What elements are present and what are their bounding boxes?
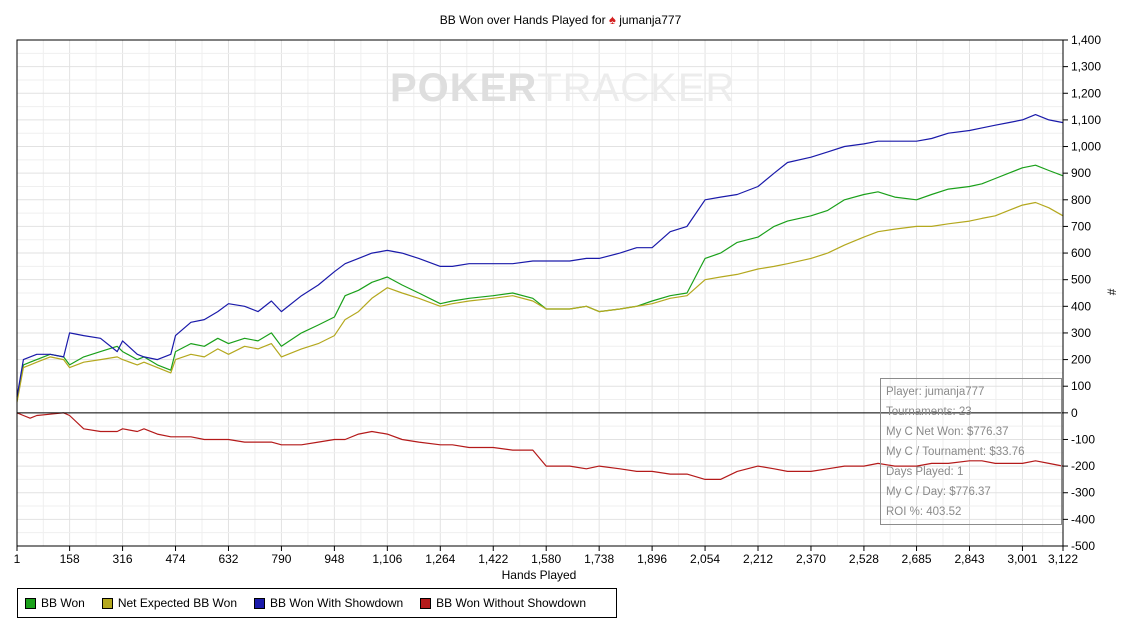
legend-item-without-showdown[interactable]: BB Won Without Showdown — [420, 596, 586, 610]
stat-player: Player: jumanja777 — [886, 386, 985, 398]
y-tick-label: -500 — [1071, 539, 1095, 553]
legend-label: BB Won With Showdown — [270, 596, 404, 610]
legend-item-bb-won[interactable]: BB Won — [25, 596, 85, 610]
legend-swatch — [25, 597, 36, 609]
x-tick-label: 1,422 — [478, 552, 508, 566]
series-line-3 — [16, 412, 1064, 480]
stat-days-played: Days Played: 1 — [886, 466, 964, 478]
x-tick-label: 1,264 — [425, 552, 455, 566]
x-tick-label: 1,580 — [531, 552, 561, 566]
series-line-1 — [16, 201, 1064, 403]
legend-item-with-showdown[interactable]: BB Won With Showdown — [254, 596, 403, 610]
x-axis-title: Hands Played — [501, 568, 577, 582]
y-tick-label: 200 — [1071, 353, 1091, 367]
legend-label: BB Won — [41, 596, 85, 610]
x-axis: 1 158 316 474 632 790 948 1,106 1,264 1,422 1,580 1… — [14, 546, 1078, 566]
x-tick-label: 790 — [271, 552, 291, 566]
legend-swatch — [254, 597, 265, 609]
y-tick-label: -400 — [1071, 512, 1095, 526]
y-axis: -500 -400 -300 -200 -100 0 100 200 300 400 500 600 7… — [1063, 33, 1101, 553]
y-tick-label: 900 — [1071, 166, 1091, 180]
grid — [16, 39, 1064, 547]
y-tick-label: 700 — [1071, 219, 1091, 233]
x-tick-label: 1,896 — [637, 552, 667, 566]
y-tick-label: -200 — [1071, 459, 1095, 473]
x-tick-label: 158 — [60, 552, 80, 566]
legend-item-net-expected[interactable]: Net Expected BB Won — [101, 596, 237, 610]
x-tick-label: 474 — [166, 552, 186, 566]
y-tick-label: 400 — [1071, 299, 1091, 313]
series-line-2 — [16, 113, 1064, 398]
y-tick-label: -300 — [1071, 486, 1095, 500]
x-tick-label: 3,122 — [1048, 552, 1078, 566]
y-tick-label: 1,200 — [1071, 86, 1101, 100]
y-tick-label: 0 — [1071, 406, 1078, 420]
x-tick-label: 316 — [113, 552, 133, 566]
y-tick-label: 500 — [1071, 273, 1091, 287]
x-tick-label: 1 — [14, 552, 21, 566]
legend-swatch — [101, 597, 113, 609]
x-tick-label: 3,001 — [1007, 552, 1037, 566]
y-tick-label: 1,000 — [1071, 140, 1101, 154]
x-tick-label: 2,685 — [902, 552, 932, 566]
legend-label: BB Won Without Showdown — [436, 596, 587, 610]
y-tick-label: 1,400 — [1071, 33, 1101, 47]
x-tick-label: 1,738 — [584, 552, 614, 566]
legend: BB Won Net Expected BB Won BB Won With S… — [17, 588, 617, 618]
y-tick-label: 300 — [1071, 326, 1091, 340]
stat-roi: ROI %: 403.52 — [886, 506, 962, 518]
plot-border — [16, 39, 1064, 547]
stat-per-tournament: My C / Tournament: $33.76 — [886, 446, 1025, 458]
y-tick-label: 1,300 — [1071, 60, 1101, 74]
x-tick-label: 2,370 — [796, 552, 826, 566]
y-tick-label: 1,100 — [1071, 113, 1101, 127]
x-tick-label: 2,212 — [743, 552, 773, 566]
stat-per-day: My C / Day: $776.37 — [886, 486, 991, 498]
y-axis-title: # — [1104, 288, 1119, 296]
stats-infobox: Player: jumanja777 Tournaments: 23 My C … — [880, 378, 1062, 525]
y-tick-label: 100 — [1071, 379, 1091, 393]
x-tick-label: 2,528 — [849, 552, 879, 566]
series-lines — [16, 113, 1064, 480]
x-tick-label: 2,843 — [954, 552, 984, 566]
stat-tournaments: Tournaments: 23 — [886, 406, 972, 418]
series-line-0 — [16, 164, 1064, 400]
legend-swatch — [420, 597, 432, 609]
x-tick-label: 632 — [218, 552, 238, 566]
legend-label: Net Expected BB Won — [117, 596, 237, 610]
y-tick-label: 600 — [1071, 246, 1091, 260]
stat-net-won: My C Net Won: $776.37 — [886, 426, 1009, 438]
x-tick-label: 1,106 — [372, 552, 402, 566]
x-tick-label: 2,054 — [690, 552, 720, 566]
y-tick-label: 800 — [1071, 193, 1091, 207]
x-tick-label: 948 — [324, 552, 344, 566]
y-tick-label: -100 — [1071, 432, 1095, 446]
